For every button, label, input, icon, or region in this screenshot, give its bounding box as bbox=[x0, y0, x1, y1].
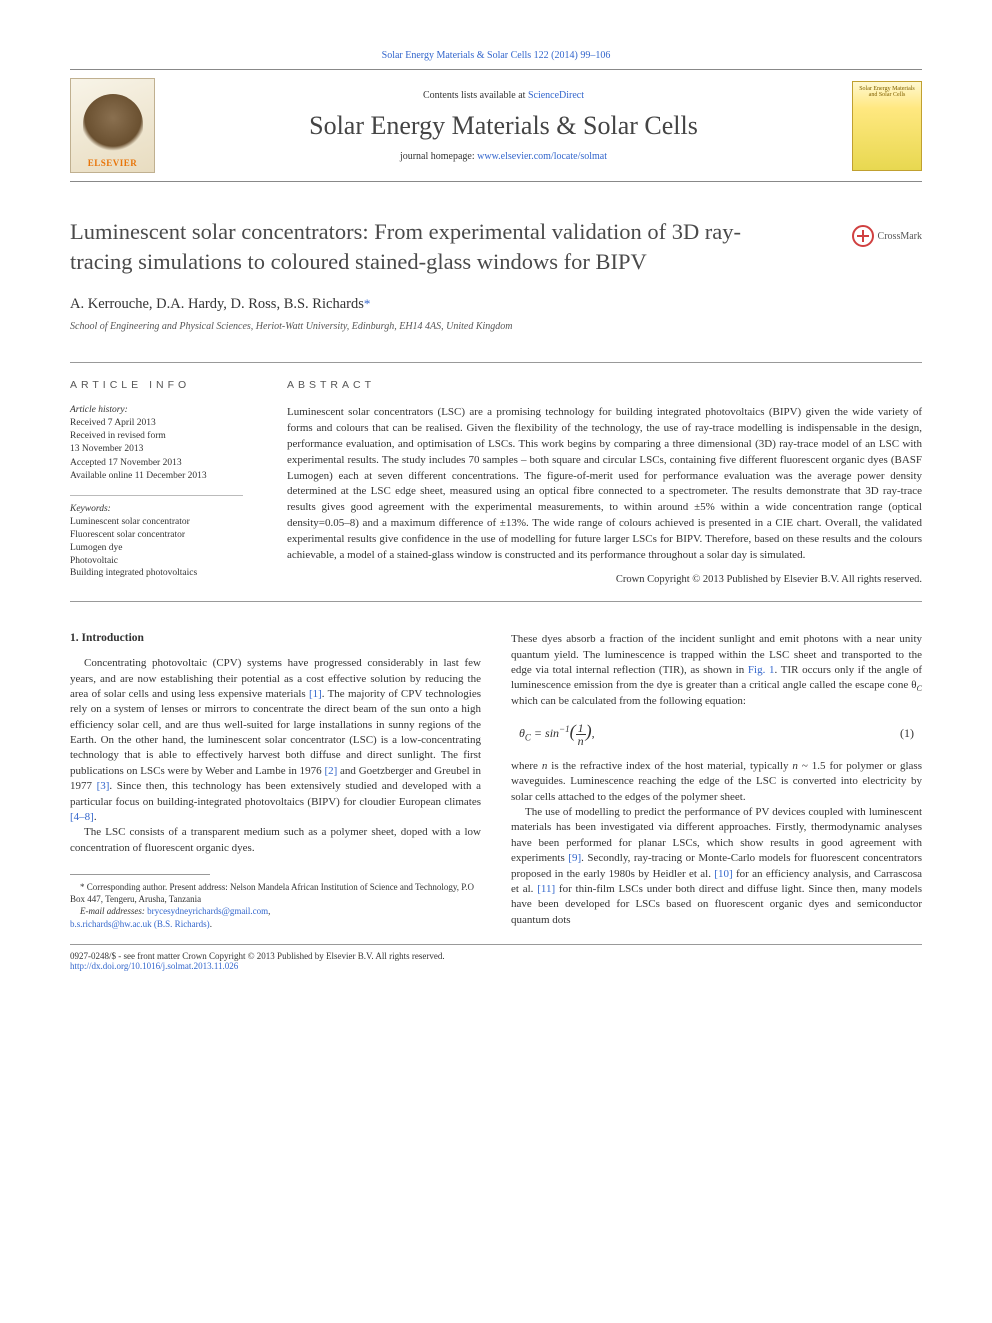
homepage-line: journal homepage: www.elsevier.com/locat… bbox=[155, 151, 852, 162]
journal-reference: Solar Energy Materials & Solar Cells 122… bbox=[70, 50, 922, 61]
keywords-heading: Keywords: bbox=[70, 495, 243, 514]
sciencedirect-link[interactable]: ScienceDirect bbox=[528, 90, 584, 101]
abstract-column: ABSTRACT Luminescent solar concentrators… bbox=[265, 379, 922, 585]
article-title: Luminescent solar concentrators: From ex… bbox=[70, 217, 922, 278]
homepage-link[interactable]: www.elsevier.com/locate/solmat bbox=[477, 151, 607, 162]
journal-ref-link[interactable]: Solar Energy Materials & Solar Cells 122… bbox=[382, 50, 611, 61]
elsevier-label: ELSEVIER bbox=[88, 158, 138, 168]
abstract-heading: ABSTRACT bbox=[287, 379, 922, 391]
article-info-column: ARTICLE INFO Article history: Received 7… bbox=[70, 379, 265, 585]
keyword: Building integrated photovoltaics bbox=[70, 567, 243, 580]
affiliation: School of Engineering and Physical Scien… bbox=[70, 321, 922, 332]
crossmark-label: CrossMark bbox=[878, 231, 922, 242]
footnote-separator bbox=[70, 874, 210, 875]
contents-line: Contents lists available at ScienceDirec… bbox=[155, 90, 852, 101]
citation-link[interactable]: [2] bbox=[324, 765, 337, 777]
history-heading: Article history: bbox=[70, 405, 243, 415]
keyword: Photovoltaic bbox=[70, 555, 243, 568]
history-line: Received 7 April 2013 bbox=[70, 417, 243, 430]
elsevier-logo: ELSEVIER bbox=[70, 78, 155, 173]
email-footnote-2: b.s.richards@hw.ac.uk (B.S. Richards). bbox=[70, 918, 481, 930]
equation: θC = sin−1(1n), (1) bbox=[511, 721, 922, 747]
equation-formula: θC = sin−1(1n), bbox=[511, 721, 595, 747]
body-paragraph: The use of modelling to predict the perf… bbox=[511, 805, 922, 928]
article-info-heading: ARTICLE INFO bbox=[70, 379, 243, 391]
equation-number: (1) bbox=[900, 726, 922, 741]
history-line: Accepted 17 November 2013 bbox=[70, 457, 243, 470]
history-line: Available online 11 December 2013 bbox=[70, 470, 243, 483]
figure-link[interactable]: Fig. 1 bbox=[748, 664, 775, 676]
history-line: 13 November 2013 bbox=[70, 443, 243, 456]
body-paragraph: where n is the refractive index of the h… bbox=[511, 759, 922, 805]
body-paragraph: These dyes absorb a fraction of the inci… bbox=[511, 632, 922, 709]
citation-link[interactable]: [4–8] bbox=[70, 811, 94, 823]
email-link[interactable]: brycesydneyrichards@gmail.com bbox=[147, 906, 268, 916]
body-paragraph: Concentrating photovoltaic (CPV) systems… bbox=[70, 656, 481, 825]
body-paragraph: The LSC consists of a transparent medium… bbox=[70, 825, 481, 856]
citation-link[interactable]: [1] bbox=[309, 688, 322, 700]
email-footnote: E-mail addresses: brycesydneyrichards@gm… bbox=[70, 905, 481, 917]
journal-cover-thumbnail: Solar Energy Materials and Solar Cells bbox=[852, 81, 922, 171]
email-link[interactable]: b.s.richards@hw.ac.uk (B.S. Richards) bbox=[70, 919, 210, 929]
doi-link[interactable]: http://dx.doi.org/10.1016/j.solmat.2013.… bbox=[70, 961, 238, 971]
page-footer: 0927-0248/$ - see front matter Crown Cop… bbox=[70, 944, 922, 971]
citation-link[interactable]: [11] bbox=[537, 883, 555, 895]
keyword: Fluorescent solar concentrator bbox=[70, 529, 243, 542]
keyword: Luminescent solar concentrator bbox=[70, 516, 243, 529]
abstract-text: Luminescent solar concentrators (LSC) ar… bbox=[287, 405, 922, 564]
citation-link[interactable]: [10] bbox=[714, 868, 732, 880]
body-column-left: 1. Introduction Concentrating photovolta… bbox=[70, 632, 481, 930]
authors-line: A. Kerrouche, D.A. Hardy, D. Ross, B.S. … bbox=[70, 296, 922, 313]
keyword: Lumogen dye bbox=[70, 542, 243, 555]
section-heading: 1. Introduction bbox=[70, 632, 481, 644]
elsevier-tree-icon bbox=[83, 94, 143, 154]
body-column-right: These dyes absorb a fraction of the inci… bbox=[511, 632, 922, 930]
journal-header: Solar Energy Materials & Solar Cells 122… bbox=[70, 50, 922, 182]
corresponding-footnote: * Corresponding author. Present address:… bbox=[70, 881, 481, 905]
abstract-copyright: Crown Copyright © 2013 Published by Else… bbox=[287, 574, 922, 585]
history-line: Received in revised form bbox=[70, 430, 243, 443]
crossmark-badge[interactable]: CrossMark bbox=[852, 225, 922, 247]
issn-line: 0927-0248/$ - see front matter Crown Cop… bbox=[70, 951, 922, 961]
crossmark-icon bbox=[852, 225, 874, 247]
corresponding-author-marker[interactable]: * bbox=[364, 296, 371, 311]
citation-link[interactable]: [9] bbox=[568, 852, 581, 864]
journal-name: Solar Energy Materials & Solar Cells bbox=[155, 111, 852, 141]
citation-link[interactable]: [3] bbox=[97, 780, 110, 792]
